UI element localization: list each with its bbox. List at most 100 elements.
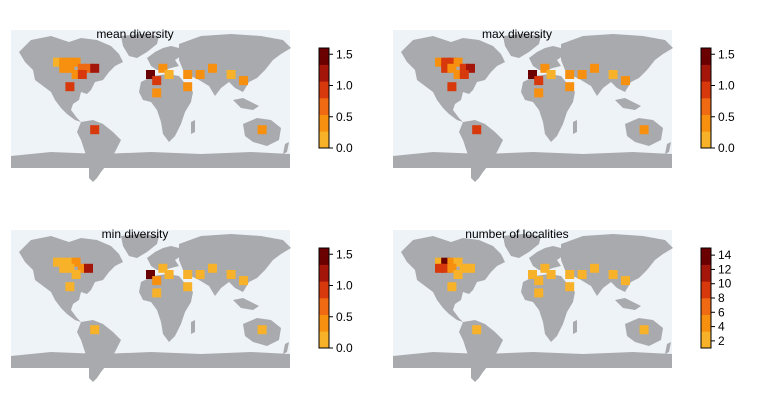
color-scale-step bbox=[701, 131, 711, 149]
grid-cell bbox=[158, 263, 168, 273]
grid-cell bbox=[621, 276, 630, 286]
grid-cell bbox=[195, 270, 205, 279]
panel-title: min diversity bbox=[102, 227, 169, 241]
grid-cell bbox=[453, 257, 463, 267]
grid-cell bbox=[534, 88, 544, 98]
color-scale-step bbox=[701, 281, 711, 299]
grid-cell bbox=[183, 82, 193, 92]
scale-tick-label: 6 bbox=[718, 305, 725, 319]
grid-cell bbox=[565, 70, 575, 79]
grid-cell bbox=[59, 257, 69, 267]
grid-cell bbox=[447, 63, 457, 73]
grid-cell bbox=[577, 70, 587, 79]
grid-cell bbox=[466, 63, 475, 73]
grid-cell bbox=[441, 63, 451, 73]
color-scale-step bbox=[701, 48, 711, 65]
grid-cell bbox=[546, 270, 556, 279]
scale-tick-label: 2 bbox=[718, 334, 725, 348]
grid-cell bbox=[608, 270, 618, 279]
grid-cell bbox=[621, 76, 630, 86]
grid-cell bbox=[577, 270, 587, 279]
grid-cell bbox=[257, 125, 267, 135]
grid-cell bbox=[53, 257, 62, 267]
scale-tick-label: 12 bbox=[718, 262, 732, 276]
grid-cell bbox=[65, 257, 75, 267]
grid-cell bbox=[534, 288, 544, 298]
grid-cell bbox=[639, 325, 649, 335]
grid-cell bbox=[158, 63, 168, 73]
grid-cell bbox=[441, 263, 451, 273]
color-scale-step bbox=[701, 64, 711, 82]
grid-cell bbox=[239, 76, 248, 86]
color-scale-step bbox=[319, 314, 329, 332]
grid-cell bbox=[441, 257, 451, 267]
scale-tick-label: 0.5 bbox=[336, 110, 353, 124]
grid-cell bbox=[71, 70, 81, 79]
grid-cell bbox=[208, 263, 217, 273]
grid-cell bbox=[453, 270, 463, 279]
grid-cell bbox=[77, 63, 87, 73]
grid-cell bbox=[71, 57, 81, 67]
grid-cell bbox=[84, 263, 93, 273]
color-scale-step bbox=[701, 298, 711, 315]
grid-cell bbox=[152, 88, 162, 98]
grid-cell bbox=[65, 282, 75, 292]
grid-cell bbox=[435, 257, 444, 267]
scale-tick-label: 10 bbox=[718, 277, 732, 291]
grid-cell bbox=[590, 63, 599, 73]
grid-cell bbox=[528, 270, 537, 279]
grid-cell bbox=[53, 57, 62, 67]
color-scale-step bbox=[319, 131, 329, 149]
scale-tick-label: 0.0 bbox=[718, 141, 735, 155]
grid-cell bbox=[257, 325, 267, 335]
grid-cell bbox=[152, 76, 162, 86]
color-scale-step bbox=[319, 331, 329, 349]
grid-cell bbox=[59, 263, 69, 273]
grid-cell bbox=[459, 263, 469, 273]
grid-cell bbox=[435, 263, 444, 273]
color-scale-step bbox=[701, 331, 711, 349]
grid-cell bbox=[226, 70, 236, 79]
grid-cell bbox=[90, 63, 100, 73]
color-scale-step bbox=[701, 264, 711, 282]
grid-cell bbox=[534, 76, 544, 86]
grid-cell bbox=[71, 270, 81, 279]
grid-cell bbox=[152, 276, 162, 286]
color-scale-step bbox=[319, 264, 329, 282]
grid-cell bbox=[164, 270, 174, 279]
scale-tick-label: 1.0 bbox=[718, 79, 735, 93]
panel-title: max diversity bbox=[482, 27, 552, 41]
grid-cell bbox=[226, 270, 236, 279]
panel-title: mean diversity bbox=[96, 27, 173, 41]
color-scale-step bbox=[319, 298, 329, 315]
scale-tick-label: 1.5 bbox=[718, 47, 735, 61]
scale-tick-label: 4 bbox=[718, 320, 725, 334]
color-scale-step bbox=[319, 48, 329, 65]
grid-cell bbox=[65, 63, 75, 73]
grid-cell bbox=[65, 82, 75, 92]
grid-cell bbox=[71, 257, 81, 267]
color-scale-step bbox=[701, 98, 711, 115]
grid-cell bbox=[565, 82, 575, 92]
color-scale-step bbox=[701, 81, 711, 99]
grid-cell bbox=[146, 270, 155, 279]
color-scale-frame bbox=[700, 47, 712, 149]
grid-cell bbox=[453, 70, 463, 79]
grid-cell bbox=[447, 57, 457, 67]
grid-cell bbox=[459, 70, 469, 79]
scale-tick-label: 0.5 bbox=[336, 310, 353, 324]
scale-tick-label: 0.0 bbox=[336, 141, 353, 155]
color-scale-legend: 0.0 0.5 1.0 1.5 bbox=[318, 247, 353, 355]
grid-cell bbox=[59, 63, 69, 73]
grid-cell bbox=[239, 276, 248, 286]
scale-tick-label: 1.5 bbox=[336, 247, 353, 261]
grid-cell bbox=[208, 63, 217, 73]
grid-cell bbox=[447, 257, 457, 267]
grid-cell bbox=[152, 288, 162, 298]
color-scale-step bbox=[319, 248, 329, 265]
map-panel-1: mean diversity bbox=[11, 27, 291, 182]
grid-cell bbox=[546, 70, 556, 79]
grid-cell bbox=[447, 82, 457, 92]
